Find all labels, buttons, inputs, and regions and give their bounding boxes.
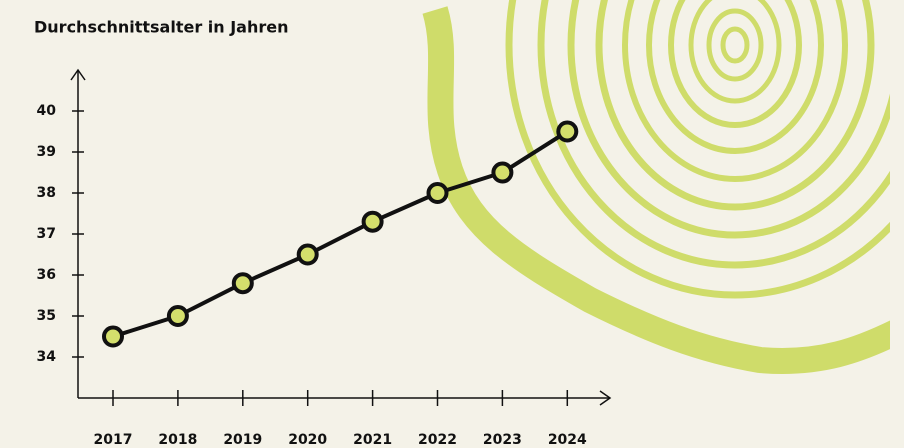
y-tick-label: 37 — [37, 226, 56, 242]
data-point — [166, 305, 189, 327]
y-tick-label: 39 — [37, 144, 56, 160]
y-tick-label: 36 — [37, 267, 56, 283]
y-tick-label: 40 — [37, 103, 57, 119]
x-tick-label: 2017 — [94, 432, 133, 448]
data-point — [296, 243, 319, 266]
x-tick-label: 2024 — [548, 432, 587, 448]
data-point — [231, 272, 254, 295]
data-point — [361, 210, 384, 233]
x-tick-label: 2018 — [158, 432, 197, 448]
x-tick-label: 2020 — [288, 432, 327, 448]
y-tick-label: 38 — [37, 185, 56, 201]
data-line — [112, 129, 569, 339]
data-point — [426, 182, 449, 204]
y-tick-label: 34 — [37, 349, 57, 365]
chart-title: Durchschnittsalter in Jahren — [34, 18, 289, 37]
tree-rings-decoration — [422, 0, 890, 374]
data-point — [102, 325, 124, 348]
y-tick-label: 35 — [37, 308, 56, 324]
x-tick-label: 2019 — [223, 432, 262, 448]
x-tick-label: 2021 — [353, 432, 392, 448]
data-point — [491, 161, 514, 184]
x-tick-label: 2022 — [418, 432, 457, 448]
x-tick-label: 2023 — [483, 432, 522, 448]
data-point — [556, 120, 579, 143]
